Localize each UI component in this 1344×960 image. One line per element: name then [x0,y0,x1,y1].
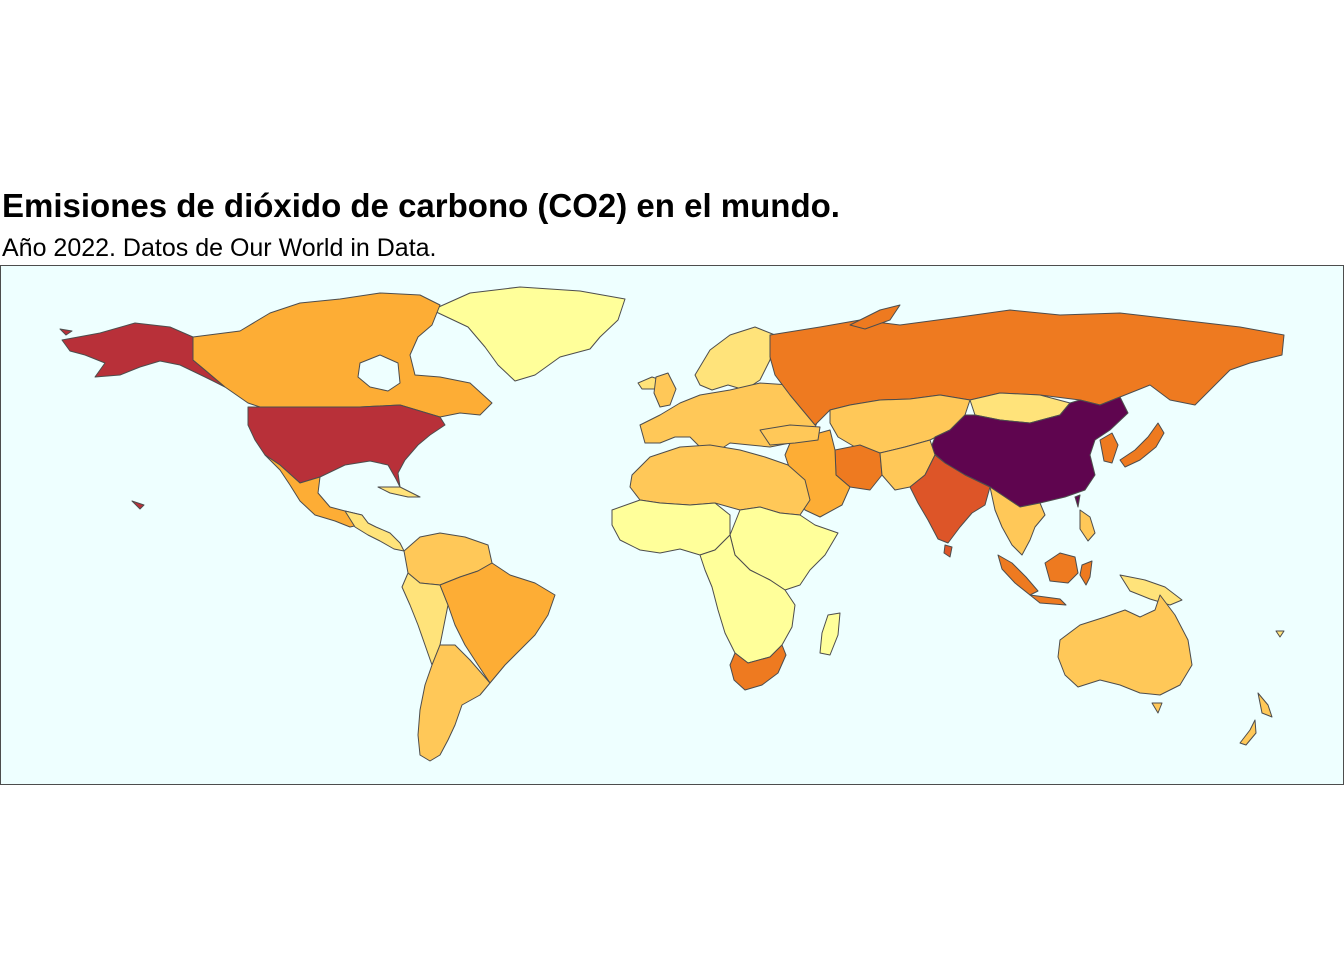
philippines[interactable] [1079,509,1096,542]
korea[interactable] [1099,432,1119,464]
aleutian-islands[interactable] [59,328,73,336]
argentina-chile[interactable] [417,644,491,762]
sumatra[interactable] [997,554,1039,596]
south-africa[interactable] [729,644,787,691]
hawaii[interactable] [131,500,145,510]
new-zealand-south[interactable] [1239,719,1257,746]
cuba[interactable] [377,486,421,498]
pacific-island[interactable] [1275,630,1285,638]
central-southern-africa[interactable] [699,534,796,664]
hudson-bay [357,354,401,392]
turkey[interactable] [759,424,821,446]
sri-lanka[interactable] [943,544,953,558]
britain[interactable] [653,372,677,408]
world-map [0,265,1344,785]
japan[interactable] [1119,422,1165,468]
papua[interactable] [1119,574,1183,606]
borneo[interactable] [1044,552,1079,584]
canada[interactable] [192,292,493,418]
sulawesi[interactable] [1079,560,1093,586]
russia[interactable] [769,309,1285,426]
alaska[interactable] [61,322,226,388]
tasmania[interactable] [1151,702,1163,714]
brazil[interactable] [439,562,556,684]
novaya-zemlya[interactable] [849,304,901,330]
central-america[interactable] [344,510,405,552]
map-subtitle: Año 2022. Datos de Our World in Data. [2,234,437,262]
taiwan[interactable] [1074,494,1081,508]
world-map-panel [0,265,1344,785]
java[interactable] [1029,594,1067,606]
greenland[interactable] [431,286,626,382]
map-title: Emisiones de dióxido de carbono (CO2) en… [2,187,840,224]
australia[interactable] [1057,594,1193,696]
scandinavia[interactable] [694,326,776,391]
southeast-asia[interactable] [989,486,1046,556]
new-zealand-north[interactable] [1257,692,1273,718]
madagascar[interactable] [819,612,841,656]
india[interactable] [909,454,991,544]
